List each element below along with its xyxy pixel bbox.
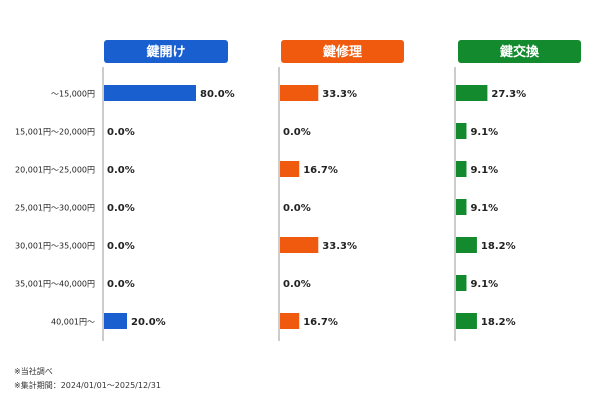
bar <box>456 199 467 215</box>
bar <box>104 85 196 101</box>
series-header-3 <box>458 40 581 63</box>
data-label: 0.0% <box>283 203 311 214</box>
series-header-label: 鍵修理 <box>323 44 362 60</box>
category-label: 40,001円～ <box>51 318 95 327</box>
category-label: 25,001円～30,000円 <box>15 204 95 213</box>
bar <box>280 161 300 177</box>
data-label: 80.0% <box>200 89 235 100</box>
data-label: 0.0% <box>107 203 135 214</box>
data-label: 9.1% <box>470 279 498 290</box>
data-label: 18.2% <box>481 317 516 328</box>
data-label: 0.0% <box>107 165 135 176</box>
data-label: 0.0% <box>107 241 135 252</box>
data-label: 20.0% <box>131 317 166 328</box>
data-label: 0.0% <box>107 279 135 290</box>
note-source: ※当社調べ <box>14 367 53 376</box>
bar <box>456 85 488 101</box>
data-label: 33.3% <box>322 241 357 252</box>
bar <box>456 161 467 177</box>
series-header-1 <box>104 40 228 63</box>
data-label: 0.0% <box>283 279 311 290</box>
bar <box>456 123 467 139</box>
data-label: 9.1% <box>470 127 498 138</box>
data-label: 16.7% <box>303 317 338 328</box>
bar <box>456 313 477 329</box>
data-label: 0.0% <box>283 127 311 138</box>
bar <box>280 237 319 253</box>
category-label: ～15,000円 <box>51 90 95 99</box>
bar <box>456 237 477 253</box>
data-label: 16.7% <box>303 165 338 176</box>
bar <box>456 275 467 291</box>
series-header-2 <box>281 40 404 63</box>
category-label: 30,001円～35,000円 <box>15 242 95 251</box>
data-label: 27.3% <box>491 89 526 100</box>
category-label: 35,001円～40,000円 <box>15 280 95 289</box>
category-label: 20,001円～25,000円 <box>15 166 95 175</box>
category-label: 15,001円～20,000円 <box>15 128 95 137</box>
data-label: 9.1% <box>470 203 498 214</box>
bar <box>104 313 127 329</box>
data-label: 33.3% <box>322 89 357 100</box>
data-label: 9.1% <box>470 165 498 176</box>
data-label: 0.0% <box>107 127 135 138</box>
note-period: ※集計期間：2024/01/01～2025/12/31 <box>14 381 161 390</box>
data-label: 18.2% <box>481 241 516 252</box>
bar <box>280 85 319 101</box>
series-header-label: 鍵交換 <box>500 44 540 60</box>
bar <box>280 313 300 329</box>
series-header-label: 鍵開け <box>146 44 185 60</box>
